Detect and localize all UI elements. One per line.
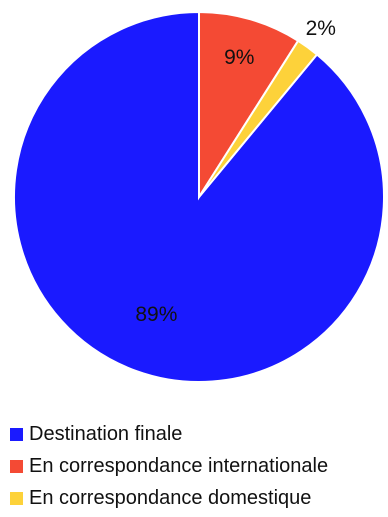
legend-item-destination-finale: Destination finale xyxy=(10,418,328,450)
pie-slices xyxy=(13,10,385,383)
legend-label: Destination finale xyxy=(29,422,183,445)
legend-swatch xyxy=(10,459,23,473)
legend-label: En correspondance domestique xyxy=(29,486,312,509)
slice-label-2: 9% xyxy=(224,46,254,69)
legend: Destination finale En correspondance int… xyxy=(10,418,328,514)
slice-label-1: 89% xyxy=(135,303,177,326)
pie-slice-labels: 89% 9% 2% xyxy=(135,17,336,326)
legend-swatch xyxy=(10,491,23,505)
legend-label: En correspondance internationale xyxy=(29,454,329,477)
legend-swatch xyxy=(10,427,23,441)
legend-item-correspondance-internationale: En correspondance internationale xyxy=(10,450,328,482)
pie-slice-2 xyxy=(198,10,300,201)
slice-label-3: 2% xyxy=(306,17,336,40)
legend-item-correspondance-domestique: En correspondance domestique xyxy=(10,482,328,514)
pie-chart: 89% 9% 2% xyxy=(13,10,385,383)
pie-slice-3 xyxy=(198,39,319,198)
